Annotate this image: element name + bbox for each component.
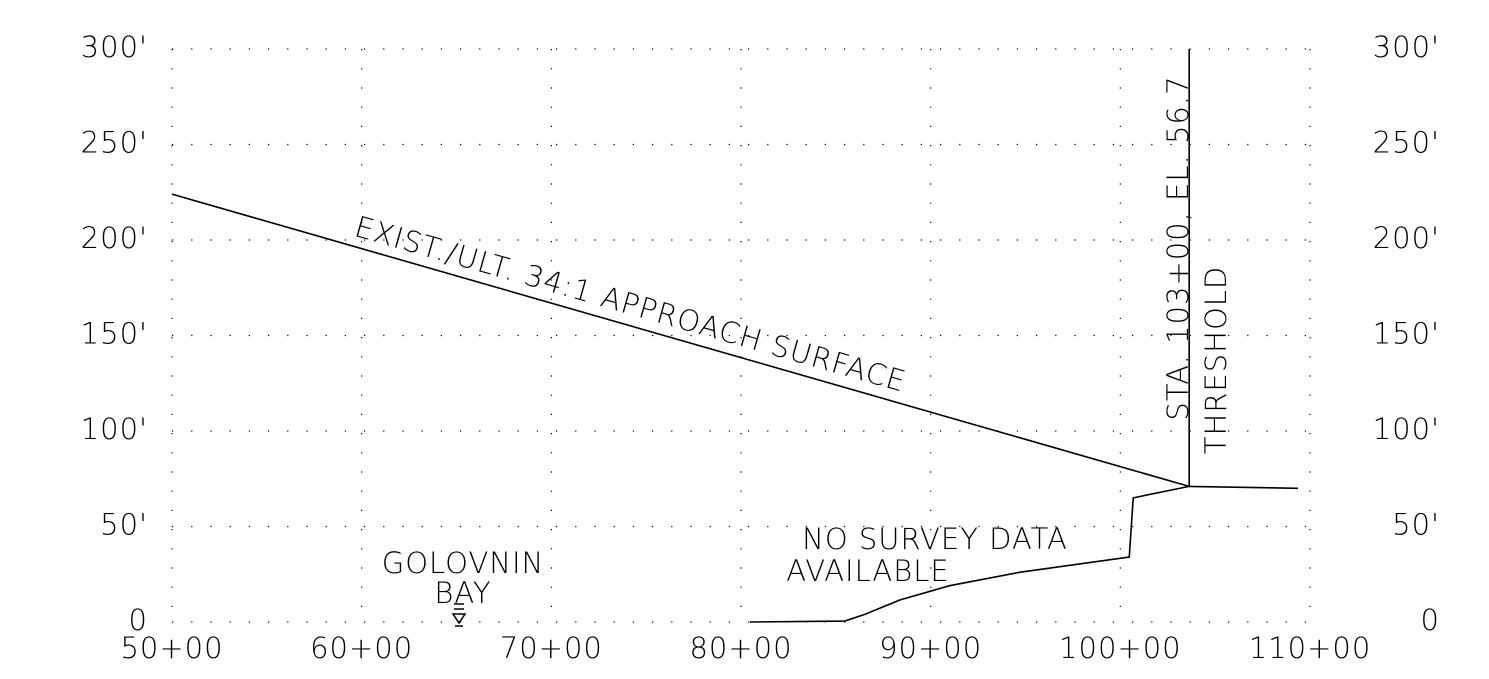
y-tick-label: 300' [81,30,148,64]
x-tick-label: 90+00 [879,631,982,665]
y-tick-label: 150' [81,317,148,351]
x-tick-label: 110+00 [1249,631,1372,665]
annotation: NO SURVEY DATA [802,522,1068,556]
y-tick-label: 250' [81,126,148,160]
y2-tick-label: 50' [1392,508,1440,542]
y-tick-label: 200' [81,221,148,255]
x-tick-label: 60+00 [310,631,413,665]
y2-tick-label: 0 [1421,603,1440,637]
annotation: EXIST./ULT. 34:1 APPROACH SURFACE [351,209,910,398]
annotation: STA. 103+00, EL. 56.7 [1161,75,1195,420]
y2-tick-label: 200' [1373,221,1440,255]
y2-tick-label: 150' [1373,317,1440,351]
x-tick-label: 50+00 [120,631,223,665]
y2-tick-label: 100' [1373,412,1440,446]
y-tick-label: 50' [100,508,148,542]
annotation: BAY [434,576,491,610]
line [171,193,1190,488]
y-tick-label: 100' [81,412,148,446]
annotation: AVAILABLE [786,554,950,588]
annotation: GOLOVNIN [382,546,545,580]
y2-tick-label: 300' [1373,30,1440,64]
water-symbol [451,603,467,627]
y-tick-label: 0 [129,603,148,637]
x-tick-label: 80+00 [689,631,792,665]
annotation: THRESHOLD [1199,266,1233,455]
y2-tick-label: 250' [1373,126,1440,160]
x-tick-label: 70+00 [500,631,603,665]
x-tick-label: 100+00 [1059,631,1182,665]
line [749,485,1299,623]
